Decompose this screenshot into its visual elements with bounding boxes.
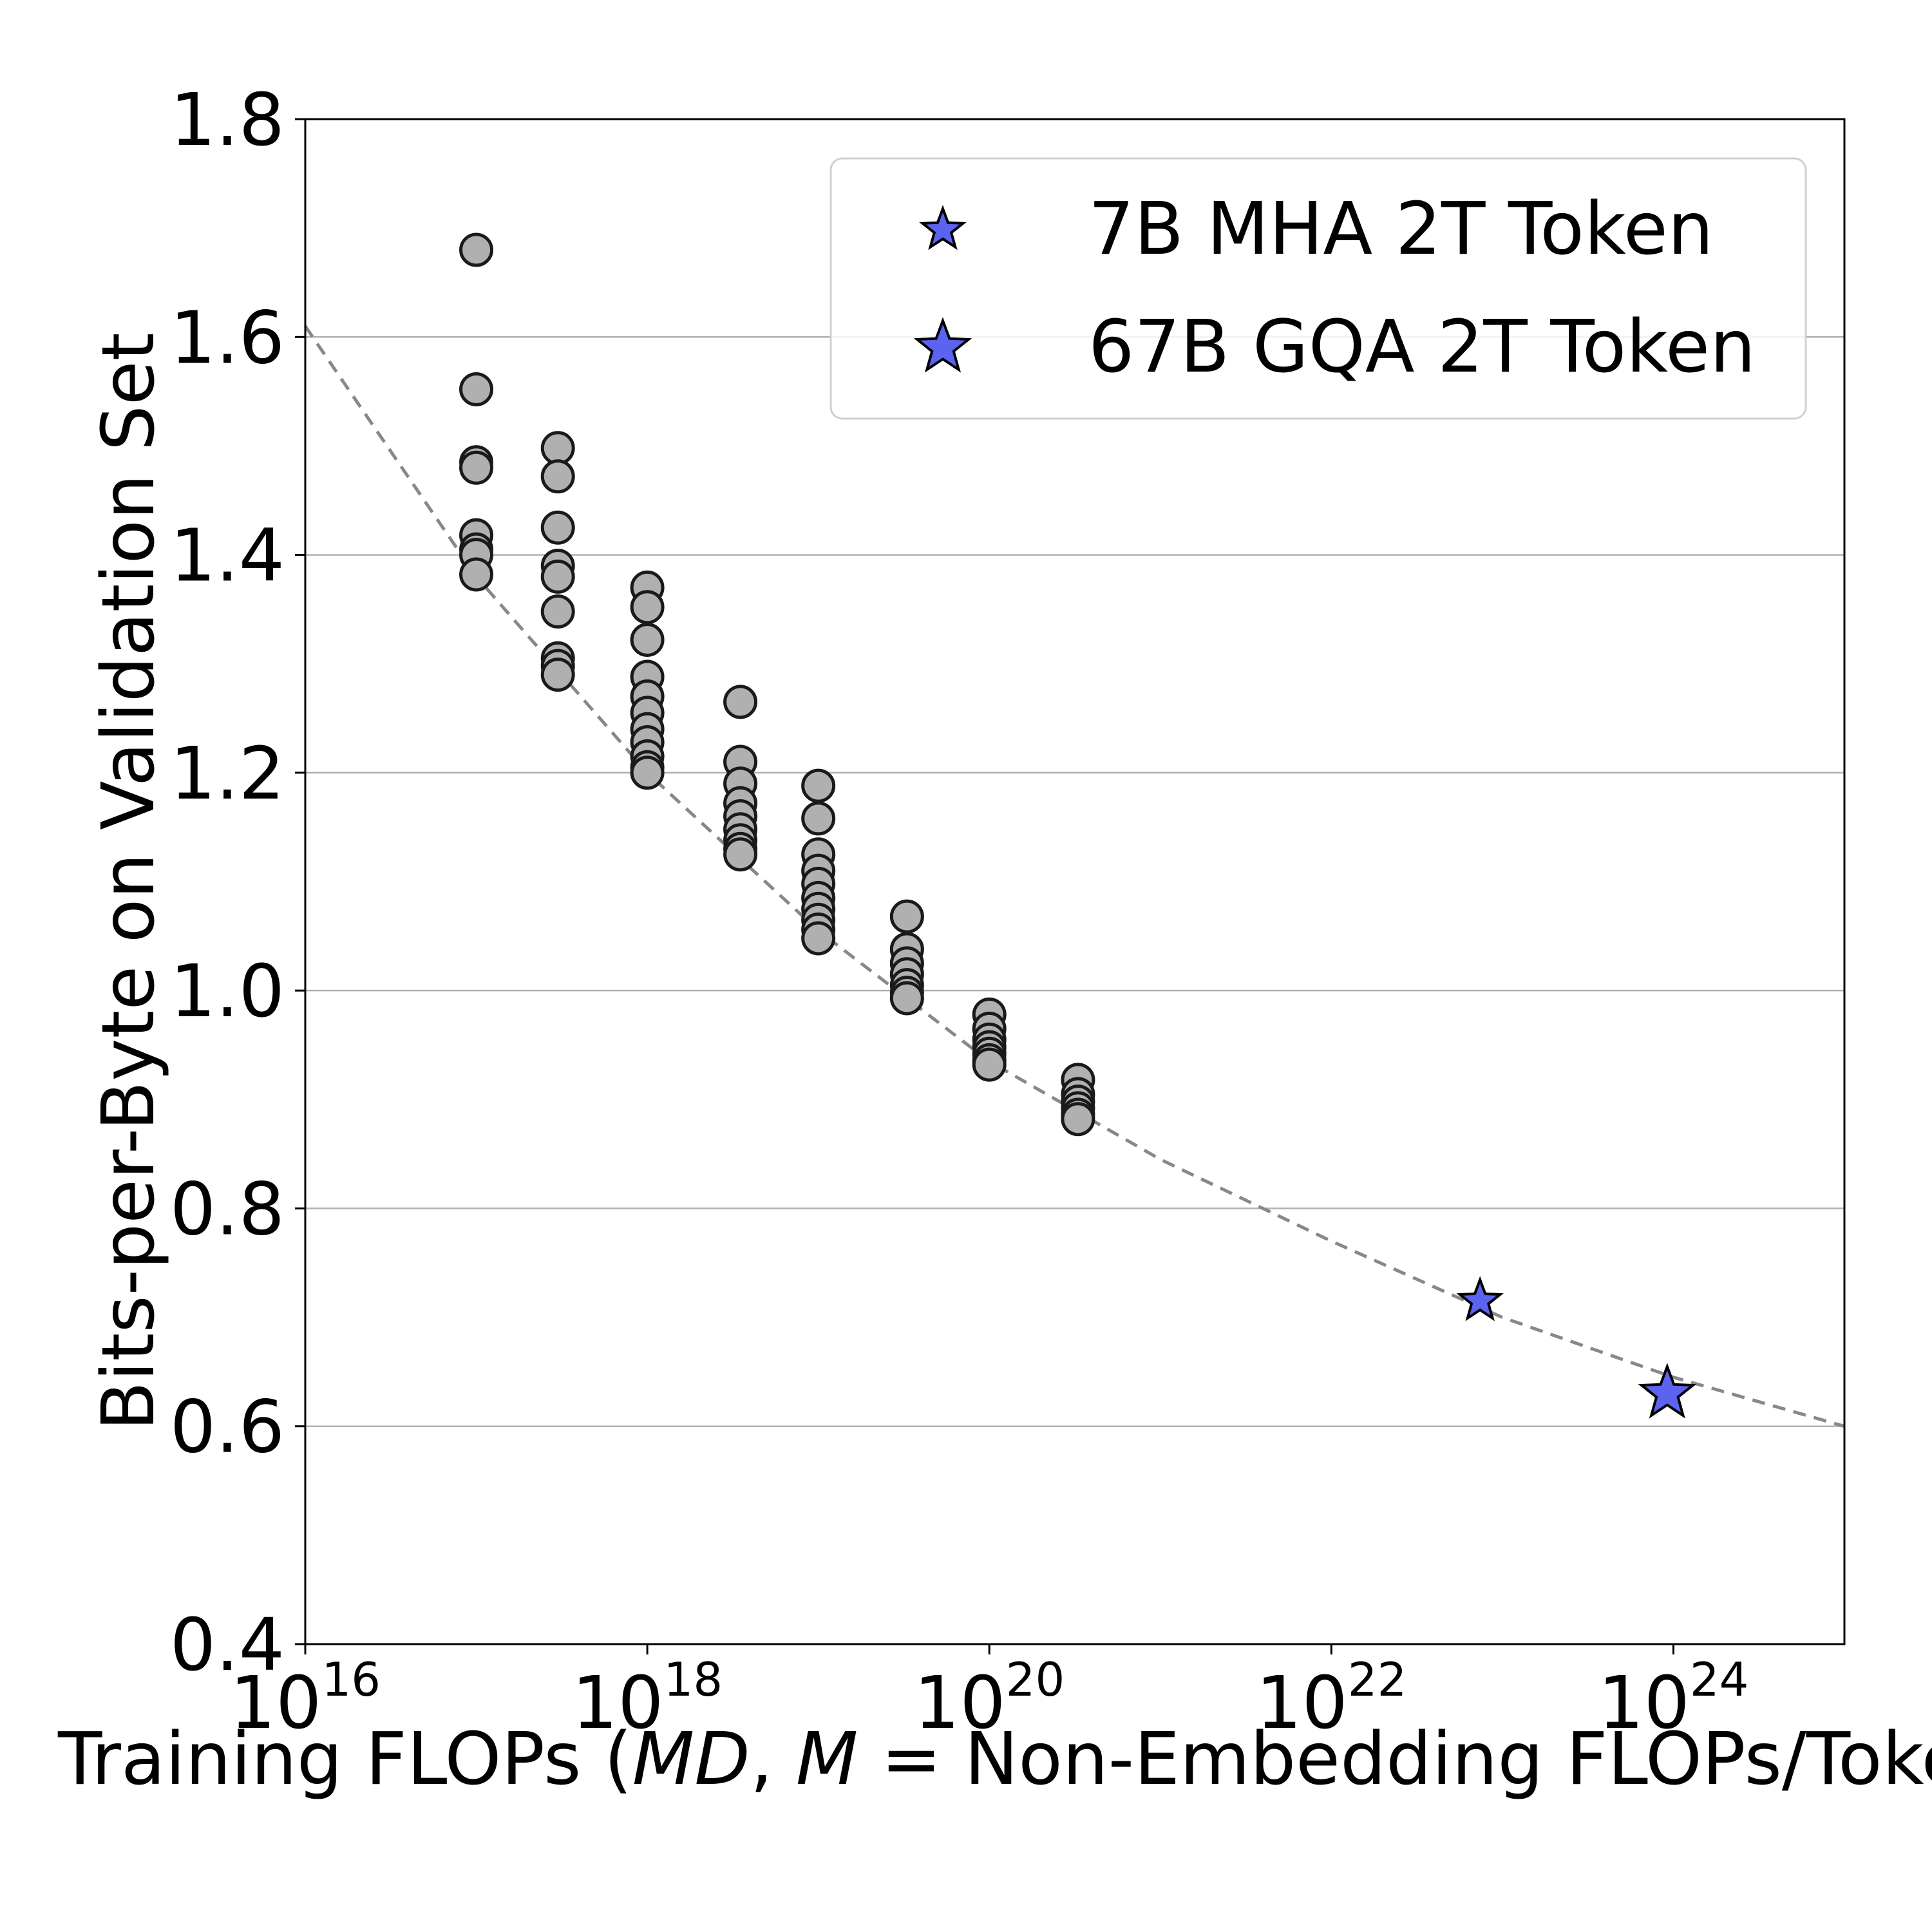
y-tick-label-4: 1.2	[170, 732, 285, 816]
y-tick-label-1: 0.6	[170, 1386, 285, 1470]
legend-star-1	[913, 317, 972, 373]
x-tick-label-4: 1024	[1598, 1653, 1748, 1745]
scatter-point-0-7	[459, 557, 494, 592]
plot-frame	[304, 118, 1846, 1645]
scatter-point-0-3	[459, 450, 494, 485]
y-axis-title: Bits-per-Byte on Validation Set	[87, 332, 171, 1430]
scatter-point-1-0	[540, 431, 575, 466]
star-marker-0	[1456, 1276, 1504, 1321]
scatter-point-1-4	[540, 559, 575, 594]
scatter-points	[459, 232, 1095, 1137]
scatter-point-0-1	[459, 372, 494, 406]
scatter-point-4-1	[801, 801, 836, 836]
legend-box	[829, 157, 1807, 420]
y-tick-label-6: 1.6	[170, 296, 285, 380]
x-tick-label-3: 1022	[1256, 1653, 1406, 1745]
y-tick-label-0: 0.4	[170, 1604, 285, 1687]
y-tick-label-5: 1.4	[170, 515, 285, 598]
star-marker-1	[1638, 1363, 1697, 1419]
y-tick-label-3: 1.0	[170, 950, 285, 1034]
scatter-point-0-0	[459, 232, 494, 267]
y-axis-ticks: 0.4 0.6 0.8 1.0 1.2 1.4 1.6 1.8	[170, 79, 305, 1687]
scatter-point-5-6	[889, 981, 924, 1016]
legend-label-67b: 67B GQA 2T Token	[1088, 305, 1756, 389]
scatter-point-7-5	[1061, 1102, 1095, 1137]
x-tick-label-1: 1018	[572, 1653, 723, 1745]
scatter-point-4-0	[801, 768, 836, 803]
scatter-point-3-0	[723, 685, 758, 719]
scatter-point-5-0	[889, 899, 924, 934]
scatter-point-2-1	[630, 590, 665, 625]
y-tick-label-7: 1.8	[170, 79, 285, 162]
scatter-point-4-9	[801, 921, 836, 956]
scatter-point-1-5	[540, 594, 575, 629]
y-tick-label-2: 0.8	[170, 1168, 285, 1251]
scatter-point-1-1	[540, 459, 575, 494]
x-axis-ticks: 1016 1018 1020 1022 1024	[230, 1644, 1749, 1745]
fit-line-group	[303, 325, 1845, 1428]
star-markers	[1456, 1276, 1697, 1419]
scatter-point-6-6	[972, 1047, 1007, 1082]
x-tick-label-2: 1020	[914, 1653, 1065, 1745]
legend: 7B MHA 2T Token 67B GQA 2T Token	[829, 157, 1807, 420]
legend-markers	[913, 205, 972, 373]
fit-line	[303, 325, 1845, 1428]
grid-lines	[305, 336, 1844, 1427]
scatter-point-2-2	[630, 623, 665, 658]
scatter-point-1-2	[540, 510, 575, 545]
x-tick-label-0: 1016	[230, 1653, 381, 1745]
x-axis-title: Training FLOPs (MD, M = Non-Embedding FL…	[57, 1718, 1932, 1801]
legend-star-0	[919, 205, 967, 251]
scatter-point-3-8	[723, 837, 758, 872]
scatter-point-1-8	[540, 658, 575, 692]
scatter-point-2-10	[630, 755, 665, 790]
legend-label-7b: 7B MHA 2T Token	[1088, 187, 1714, 271]
